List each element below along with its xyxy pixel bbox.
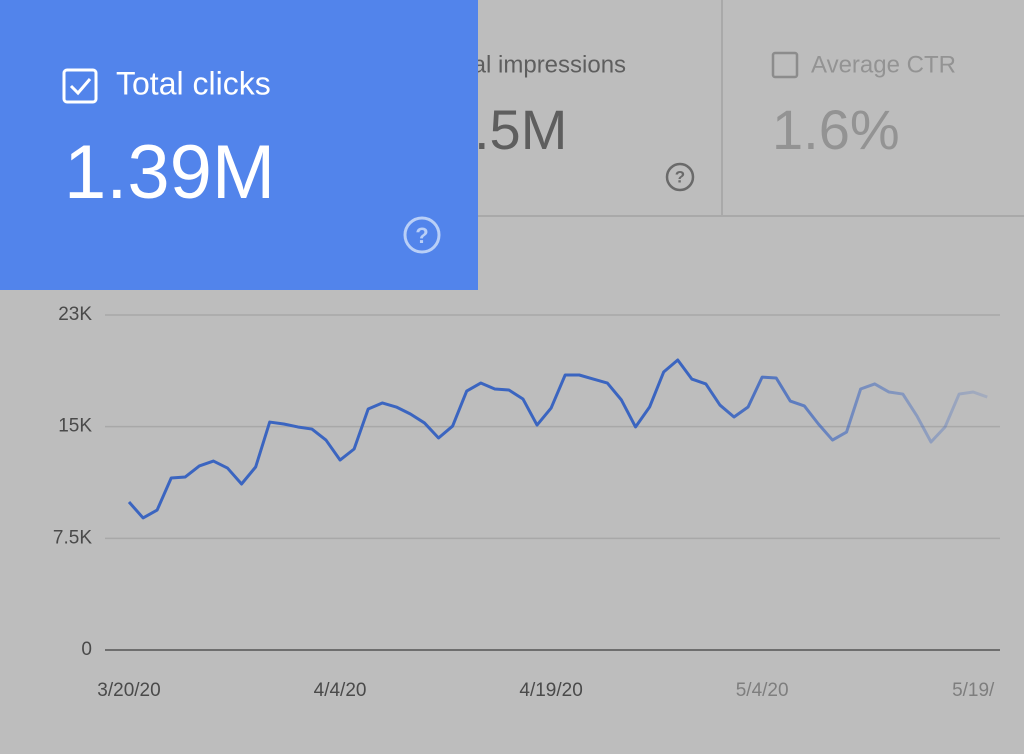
checkbox[interactable] (62, 68, 98, 104)
x-tick-label: 4/4/20 (314, 680, 367, 701)
card-title[interactable]: Total clicks (116, 65, 271, 101)
y-tick-label: 0 (81, 639, 92, 660)
x-tick-label: 5/4/20 (736, 680, 789, 701)
svg-text:?: ? (675, 167, 685, 186)
series-line (127, 358, 988, 520)
x-tick-label: 4/19/20 (519, 680, 582, 701)
card-value: 1.39M (64, 130, 275, 215)
y-tick-label: 7.5K (53, 527, 92, 548)
card-value: .5M (474, 98, 567, 161)
card-title[interactable]: Average CTR (811, 51, 956, 78)
selected-card[interactable] (0, 0, 478, 290)
card-value: 1.6% (772, 98, 900, 161)
x-tick-label: 5/19/ (952, 680, 995, 701)
x-tick-label: 3/20/20 (97, 680, 160, 701)
card-title[interactable]: tal impressions (466, 51, 626, 78)
y-tick-label: 23K (58, 304, 92, 325)
svg-text:?: ? (415, 223, 428, 248)
y-tick-label: 15K (58, 416, 92, 437)
help-icon[interactable]: ? (403, 216, 441, 254)
check-mark (69, 78, 92, 96)
help-icon[interactable]: ? (665, 162, 695, 192)
checkbox[interactable] (771, 51, 799, 79)
